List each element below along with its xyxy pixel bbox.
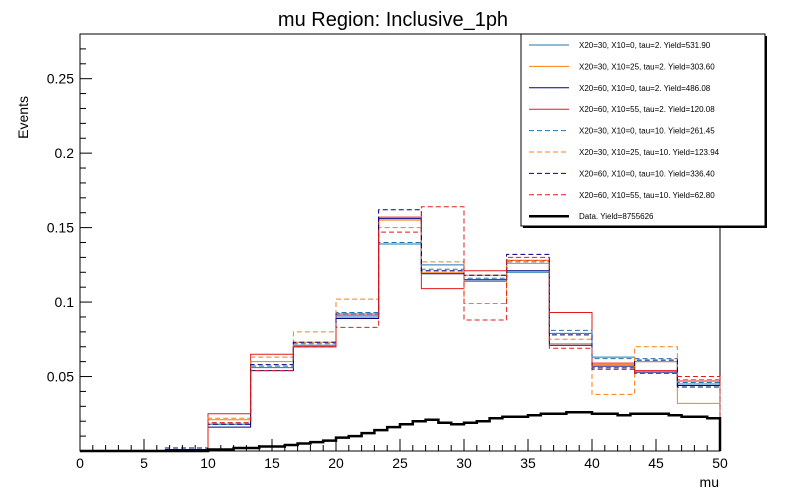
x-tick-label: 20 xyxy=(328,455,344,471)
x-axis-label: mu xyxy=(700,474,719,490)
x-tick-label: 35 xyxy=(520,455,536,471)
x-tick-label: 30 xyxy=(456,455,472,471)
x-tick-label: 5 xyxy=(140,455,148,471)
series-line-1 xyxy=(80,243,721,452)
legend: X20=30, X10=0, tau=2. Yield=531.90 X20=30… xyxy=(520,33,767,228)
legend-entry-label: X20=60, X10=55, tau=2. Yield=120.08 xyxy=(579,105,715,114)
legend-entry-label: X20=30, X10=25, tau=2. Yield=303.60 xyxy=(579,62,715,71)
axes: 0 5 10 15 20 25 30 35 40 45 50 0.05 0.1 0.15 0.2 0.25 xyxy=(47,33,728,471)
legend-entry-label: X20=30, X10=25, tau=10. Yield=123.94 xyxy=(579,148,720,157)
legend-entry-label: X20=60, X10=0, tau=10. Yield=336.40 xyxy=(579,169,715,178)
chart-title: mu Region: Inclusive_1ph xyxy=(278,9,508,31)
y-tick-label: 0.25 xyxy=(47,71,74,87)
y-axis-label: Events xyxy=(15,96,31,139)
y-tick-label: 0.2 xyxy=(55,145,75,161)
legend-entry-label: X20=60, X10=0, tau=2. Yield=486.08 xyxy=(579,84,711,93)
series-line-5 xyxy=(80,242,721,452)
x-tick-label: 0 xyxy=(76,455,84,471)
histogram-series xyxy=(80,206,721,452)
legend-entry-label: Data. Yield=8755626 xyxy=(579,212,654,221)
legend-entry-label: X20=60, X10=55, tau=10. Yield=62.80 xyxy=(579,191,715,200)
y-tick-label: 0.15 xyxy=(47,220,74,236)
x-tick-label: 10 xyxy=(200,455,216,471)
series-line-8 xyxy=(80,206,721,452)
x-tick-label: 50 xyxy=(712,455,728,471)
x-tick-label: 15 xyxy=(264,455,280,471)
legend-entry-label: X20=30, X10=0, tau=2. Yield=531.90 xyxy=(579,41,711,50)
data-series-line xyxy=(80,411,722,453)
x-tick-label: 45 xyxy=(648,455,664,471)
x-tick-label: 40 xyxy=(584,455,600,471)
data-histogram xyxy=(80,411,722,453)
legend-entry-label: X20=30, X10=0, tau=10. Yield=261.45 xyxy=(579,127,715,136)
x-tick-label: 25 xyxy=(392,455,408,471)
y-tick-label: 0.05 xyxy=(47,369,74,385)
y-tick-label: 0.1 xyxy=(55,294,75,310)
series-line-6 xyxy=(80,227,721,452)
